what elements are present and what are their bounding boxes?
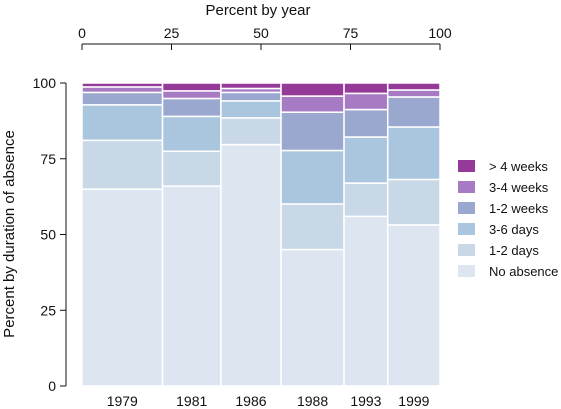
bar-segment-1999-1-2-weeks [386, 96, 441, 128]
top-axis-tick-label: 25 [164, 25, 180, 41]
top-axis-title: Percent by year [205, 2, 310, 19]
x-axis-label-1999: 1999 [398, 393, 429, 409]
bar-segment-1979-3-4-weeks [81, 86, 164, 94]
bar-stack-1979 [81, 82, 164, 387]
bar-segment-1986-1-2-weeks [220, 91, 282, 102]
legend-label-3-6-days: 3-6 days [489, 222, 539, 237]
bar-segment-1999-1-2-days [386, 178, 441, 226]
bar-segment-1979-no-absence [81, 188, 164, 387]
bar-segment-1988-1-2-days [280, 203, 345, 251]
bar-segment-1981-1-2-days [161, 150, 222, 187]
x-axis-label-1988: 1988 [297, 393, 328, 409]
legend-swatch-no-absence [458, 265, 475, 277]
legend-label-4-weeks: > 4 weeks [489, 159, 548, 174]
y-axis-tick-label: 100 [33, 75, 57, 91]
bar-stack-1981 [161, 82, 222, 387]
y-axis: 0 25 50 75 100 [33, 75, 67, 394]
bar-segment-1986-no-absence [220, 143, 282, 387]
bar-segment-1999-3-6-days [386, 126, 441, 181]
y-axis-tick-label: 50 [40, 227, 56, 243]
legend-swatch-4-weeks [458, 160, 475, 172]
bar-segment-1986-4-weeks [220, 82, 282, 90]
bar-segment-1993-3-6-days [343, 136, 389, 184]
legend-swatch-1-2-days [458, 244, 475, 256]
bar-segment-1979-1-2-days [81, 139, 164, 190]
y-axis-tick-label: 75 [40, 151, 56, 167]
y-axis-title: Percent by duration of absence [1, 130, 18, 338]
bar-segment-1993-3-4-weeks [343, 92, 389, 111]
bar-segment-1981-1-2-weeks [161, 97, 222, 118]
legend-label-1-2-weeks: 1-2 weeks [489, 201, 549, 216]
x-axis-label-1986: 1986 [235, 393, 266, 409]
bar-segment-1986-1-2-days [220, 117, 282, 146]
bar-stack-1988 [280, 82, 345, 387]
bar-segment-1981-3-4-weeks [161, 90, 222, 100]
legend-swatch-3-6-days [458, 223, 475, 235]
bar-stack-1993 [343, 82, 389, 387]
top-axis: 0 25 50 75 100 [78, 25, 452, 50]
legend-label-1-2-days: 1-2 days [489, 243, 539, 258]
bar-segment-1993-1-2-days [343, 182, 389, 218]
legend-swatch-3-4-weeks [458, 181, 475, 193]
bar-segment-1979-4-weeks [81, 82, 164, 88]
top-axis-tick-label: 50 [253, 25, 269, 41]
x-axis-label-1981: 1981 [176, 393, 207, 409]
y-axis-tick-label: 0 [48, 378, 56, 394]
bar-stack-1999 [386, 82, 441, 387]
bar-segment-1988-1-2-weeks [280, 111, 345, 152]
y-axis-tick-label: 25 [40, 302, 56, 318]
legend: > 4 weeks 3-4 weeks 1-2 weeks 3-6 days 1-2 d… [458, 159, 558, 279]
legend-label-no-absence: No absence [489, 264, 558, 279]
bar-segment-1988-4-weeks [280, 82, 345, 97]
bar-segment-1981-3-6-days [161, 115, 222, 152]
bar-segment-1988-3-4-weeks [280, 95, 345, 113]
legend-label-3-4-weeks: 3-4 weeks [489, 180, 549, 195]
bar-segment-1999-4-weeks [386, 82, 441, 91]
bar-segment-1979-1-2-weeks [81, 91, 164, 106]
bar-segment-1981-4-weeks [161, 82, 222, 92]
bar-segment-1993-no-absence [343, 215, 389, 387]
bar-stacks [81, 82, 441, 387]
bar-stack-1986 [220, 82, 282, 387]
bar-segment-1988-3-6-days [280, 149, 345, 205]
bar-segment-1999-no-absence [386, 224, 441, 387]
top-axis-tick-label: 75 [343, 25, 359, 41]
x-axis-label-1979: 1979 [107, 393, 138, 409]
bar-segment-1993-4-weeks [343, 82, 389, 95]
bar-segment-1986-3-6-days [220, 100, 282, 119]
bar-segment-1999-3-4-weeks [386, 89, 441, 98]
bar-segment-1981-no-absence [161, 185, 222, 387]
bar-segment-1979-3-6-days [81, 104, 164, 142]
x-axis-labels: 1979 1981 1986 1988 1993 1999 [107, 393, 430, 409]
top-axis-tick-label: 100 [428, 25, 452, 41]
x-axis-label-1993: 1993 [350, 393, 381, 409]
top-axis-tick-label: 0 [78, 25, 86, 41]
bar-segment-1993-1-2-weeks [343, 108, 389, 138]
legend-swatch-1-2-weeks [458, 202, 475, 214]
bar-segment-1988-no-absence [280, 248, 345, 387]
